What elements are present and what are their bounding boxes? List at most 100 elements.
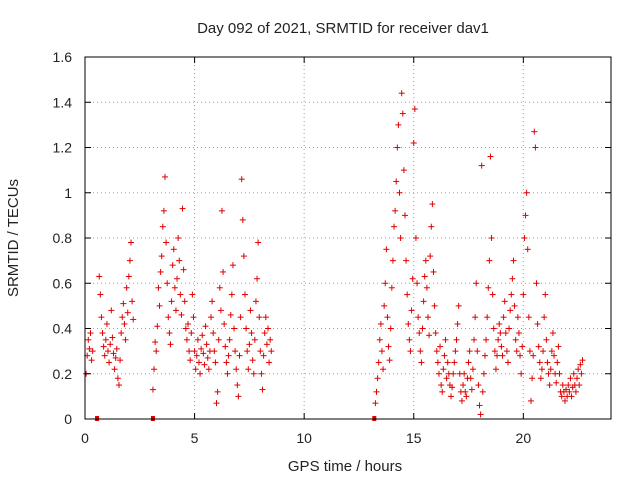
data-point <box>392 207 399 214</box>
data-point <box>474 348 481 355</box>
data-point <box>412 235 419 241</box>
data-point <box>435 370 442 377</box>
data-point <box>472 314 479 321</box>
data-point <box>570 370 577 377</box>
data-point <box>542 291 549 298</box>
data-point <box>549 330 556 337</box>
data-point <box>177 291 184 298</box>
data-point <box>394 144 401 151</box>
data-point <box>261 330 268 337</box>
data-point <box>115 382 122 389</box>
points-layer <box>83 90 586 418</box>
data-point <box>478 162 485 169</box>
data-point <box>437 343 444 350</box>
data-point <box>389 257 396 264</box>
data-point <box>452 348 459 355</box>
data-point <box>414 280 421 287</box>
data-point <box>423 284 430 291</box>
data-point <box>201 361 208 368</box>
data-point <box>106 359 113 366</box>
data-point <box>244 348 251 355</box>
data-point <box>380 366 387 373</box>
data-point <box>245 366 252 373</box>
data-point <box>408 307 415 314</box>
y-tick-label: 0.8 <box>53 230 73 246</box>
data-point <box>170 246 177 253</box>
x-tick-label: 15 <box>406 430 422 446</box>
data-point <box>187 357 194 364</box>
data-point <box>398 90 405 97</box>
data-point <box>87 330 94 337</box>
data-point <box>396 189 403 196</box>
data-point <box>258 370 265 377</box>
data-point <box>118 330 125 337</box>
data-point <box>103 320 110 327</box>
data-point <box>517 352 524 359</box>
data-point <box>388 284 395 291</box>
data-point <box>259 386 266 393</box>
data-point <box>442 336 449 343</box>
data-point <box>373 388 380 395</box>
data-point <box>246 341 253 348</box>
data-point <box>166 330 173 337</box>
data-point <box>195 359 202 366</box>
data-point <box>449 384 456 391</box>
data-point <box>553 379 560 386</box>
data-point <box>502 330 509 337</box>
data-point <box>89 348 96 355</box>
data-point <box>224 370 231 377</box>
data-point <box>497 330 504 337</box>
data-point <box>489 291 496 298</box>
data-point <box>475 382 482 389</box>
y-axis-label: SRMTID / TECUs <box>5 179 22 297</box>
data-point <box>203 341 210 348</box>
data-point <box>221 320 228 327</box>
data-point <box>483 336 490 343</box>
data-point <box>234 382 241 389</box>
data-point <box>488 235 495 241</box>
data-point <box>426 332 433 339</box>
data-point <box>114 375 121 382</box>
data-point <box>231 325 238 332</box>
data-point <box>160 207 167 214</box>
data-point <box>524 246 531 253</box>
data-point <box>100 343 107 350</box>
data-point <box>238 176 245 183</box>
data-point <box>468 386 475 393</box>
data-point <box>567 375 574 382</box>
data-point <box>97 291 104 298</box>
x-axis: 0 5 10 15 20 <box>81 57 531 446</box>
data-point <box>454 320 461 327</box>
data-point <box>123 284 130 291</box>
data-point <box>86 345 93 352</box>
data-point <box>451 359 458 366</box>
data-point <box>420 298 427 305</box>
data-point <box>572 388 579 395</box>
data-point <box>453 336 460 343</box>
data-point <box>199 332 206 339</box>
data-point <box>461 370 468 377</box>
data-point <box>164 280 171 287</box>
data-point <box>490 325 497 332</box>
data-point <box>538 366 545 373</box>
y-axis: 0 0.2 0.4 0.6 0.8 1 1.2 1.4 1.6 <box>53 49 611 427</box>
data-point <box>462 388 469 395</box>
data-point <box>429 201 436 208</box>
data-point <box>233 366 240 373</box>
data-point <box>531 128 538 135</box>
data-point <box>507 307 514 314</box>
data-point <box>168 298 175 305</box>
data-point <box>171 284 178 291</box>
data-point <box>186 348 193 355</box>
data-point <box>455 302 462 309</box>
data-point <box>217 307 224 314</box>
data-point <box>467 375 474 382</box>
data-point <box>532 144 539 151</box>
data-point <box>215 336 222 343</box>
data-point <box>410 139 417 146</box>
data-point <box>501 298 508 305</box>
data-point <box>424 314 431 321</box>
data-point <box>448 393 455 400</box>
data-point <box>267 336 274 343</box>
data-point <box>405 320 412 327</box>
